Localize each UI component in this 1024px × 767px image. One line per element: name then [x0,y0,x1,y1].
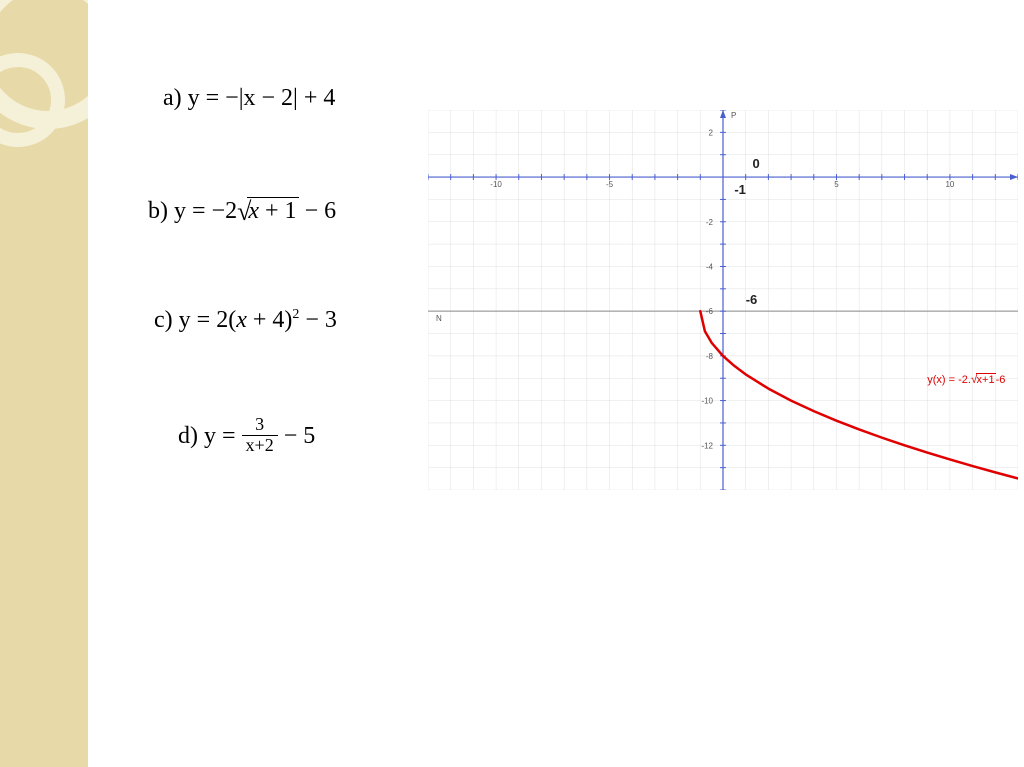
curve-equation-label: y(x) = -2.√x+1-6 [927,372,1005,386]
eq-a-text: a) y = −|x − 2| + 4 [163,85,335,111]
decorative-side-strip [0,0,88,767]
eq-d-prefix: d) [178,423,198,449]
function-chart: -10 -5 5 10 2 -2 -4 -6 -8 -10 -12 N P 0 -1 -6 y(x) =… [428,110,1018,490]
svg-text:10: 10 [945,180,954,189]
annot-zero: 0 [753,156,760,171]
equation-b: b) y = −2√x + 1 − 6 [148,197,336,227]
svg-text:-6: -6 [706,307,714,316]
svg-text:-2: -2 [706,218,714,227]
annot-neg1: -1 [734,182,746,197]
svg-text:-4: -4 [706,262,714,271]
equation-a: a) y = −|x − 2| + 4 [163,85,335,112]
svg-text:-5: -5 [606,180,614,189]
slide-content: a) y = −|x − 2| + 4 b) y = −2√x + 1 − 6 … [88,0,1024,767]
annot-neg6: -6 [746,292,758,307]
svg-text:-8: -8 [706,352,714,361]
chart-svg: -10-55102-2-4-6-8-10-12NP [428,110,1018,490]
eq-c-prefix: c) [154,307,173,333]
svg-text:-12: -12 [701,441,713,450]
equation-d: d) y = 3x+2 − 5 [178,417,315,458]
svg-text:N: N [436,314,442,323]
svg-text:-10: -10 [490,180,502,189]
svg-text:P: P [731,111,736,120]
eq-b-prefix: b) [148,198,168,224]
equation-c: c) y = 2(x + 4)2 − 3 [154,307,337,334]
svg-text:-10: -10 [701,397,713,406]
svg-text:2: 2 [709,128,714,137]
svg-text:5: 5 [834,180,839,189]
